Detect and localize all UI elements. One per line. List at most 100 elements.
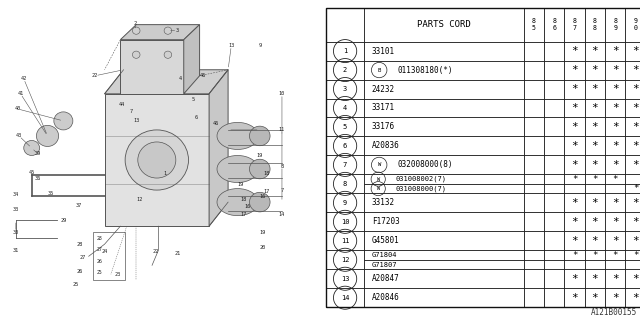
Bar xyxy=(564,193,585,212)
Text: 28: 28 xyxy=(76,242,83,247)
Text: 19: 19 xyxy=(260,230,266,235)
Bar xyxy=(326,136,364,156)
Bar xyxy=(326,174,364,193)
Bar xyxy=(585,60,605,80)
Bar xyxy=(585,136,605,156)
Ellipse shape xyxy=(217,123,258,149)
Bar xyxy=(605,288,625,307)
Bar xyxy=(544,60,564,80)
Text: *: * xyxy=(612,84,619,94)
Text: 8: 8 xyxy=(343,181,348,187)
Bar xyxy=(625,250,640,260)
Bar xyxy=(326,60,364,80)
Bar xyxy=(364,99,524,117)
Bar xyxy=(544,250,564,260)
Text: 36: 36 xyxy=(35,176,41,180)
Bar xyxy=(585,250,605,260)
Bar xyxy=(326,193,364,212)
Text: A121B00155: A121B00155 xyxy=(591,308,637,317)
Text: 13: 13 xyxy=(228,43,234,48)
Bar xyxy=(564,136,585,156)
Text: *: * xyxy=(591,84,598,94)
Text: *: * xyxy=(571,217,578,227)
Circle shape xyxy=(24,140,40,156)
Bar xyxy=(364,60,524,80)
Text: 46: 46 xyxy=(200,73,206,78)
Text: 19: 19 xyxy=(237,181,244,187)
Text: *: * xyxy=(591,217,598,227)
Text: *: * xyxy=(591,65,598,75)
Text: 35: 35 xyxy=(47,191,54,196)
Text: *: * xyxy=(632,46,639,56)
Bar xyxy=(364,136,524,156)
Bar xyxy=(524,193,544,212)
Circle shape xyxy=(132,51,140,58)
Bar xyxy=(544,193,564,212)
Bar xyxy=(564,231,585,250)
Bar xyxy=(625,42,640,60)
Text: 18: 18 xyxy=(241,196,247,202)
Text: 26: 26 xyxy=(76,269,83,274)
Text: 5: 5 xyxy=(192,97,195,102)
Bar xyxy=(524,42,544,60)
Bar xyxy=(544,80,564,99)
Bar xyxy=(524,260,544,269)
Text: 9: 9 xyxy=(343,200,348,206)
Bar xyxy=(524,60,544,80)
Bar xyxy=(625,99,640,117)
Text: *: * xyxy=(571,141,578,151)
Text: *: * xyxy=(591,198,598,208)
Text: *: * xyxy=(632,103,639,113)
Text: *: * xyxy=(612,217,619,227)
Bar xyxy=(564,8,585,42)
Text: *: * xyxy=(612,103,619,113)
Bar xyxy=(605,156,625,174)
Text: 12: 12 xyxy=(136,196,143,202)
Text: *: * xyxy=(612,236,619,246)
Bar xyxy=(625,231,640,250)
Bar xyxy=(326,117,364,136)
Circle shape xyxy=(138,142,176,178)
Bar xyxy=(544,117,564,136)
Text: *: * xyxy=(612,175,618,184)
Bar xyxy=(605,42,625,60)
Bar xyxy=(564,174,585,184)
Text: 8: 8 xyxy=(280,164,284,169)
Text: 45: 45 xyxy=(29,170,35,174)
Text: *: * xyxy=(571,293,578,303)
Bar xyxy=(585,231,605,250)
Bar xyxy=(326,42,364,60)
Text: *: * xyxy=(632,293,639,303)
Text: 42: 42 xyxy=(20,76,27,81)
Text: 21: 21 xyxy=(174,251,180,256)
Bar xyxy=(605,60,625,80)
Text: 13: 13 xyxy=(341,276,349,282)
Bar xyxy=(585,260,605,269)
Bar xyxy=(544,231,564,250)
Bar xyxy=(524,231,544,250)
Text: *: * xyxy=(592,251,598,260)
Text: 37: 37 xyxy=(76,203,83,208)
Text: G45801: G45801 xyxy=(372,236,399,245)
Bar xyxy=(524,8,544,42)
Bar xyxy=(605,174,625,184)
Bar xyxy=(524,288,544,307)
Bar xyxy=(544,42,564,60)
Text: *: * xyxy=(591,160,598,170)
Bar xyxy=(544,212,564,231)
Text: *: * xyxy=(612,141,619,151)
Bar xyxy=(564,212,585,231)
Polygon shape xyxy=(184,25,200,94)
Bar xyxy=(326,212,364,231)
Bar xyxy=(364,8,524,42)
Text: *: * xyxy=(632,141,639,151)
Text: 11: 11 xyxy=(341,238,349,244)
Bar xyxy=(326,269,364,288)
Bar xyxy=(564,99,585,117)
Bar xyxy=(625,288,640,307)
Bar xyxy=(364,231,524,250)
Ellipse shape xyxy=(250,192,270,212)
Bar xyxy=(544,260,564,269)
Text: 44: 44 xyxy=(119,102,125,107)
Text: 2: 2 xyxy=(343,67,348,73)
